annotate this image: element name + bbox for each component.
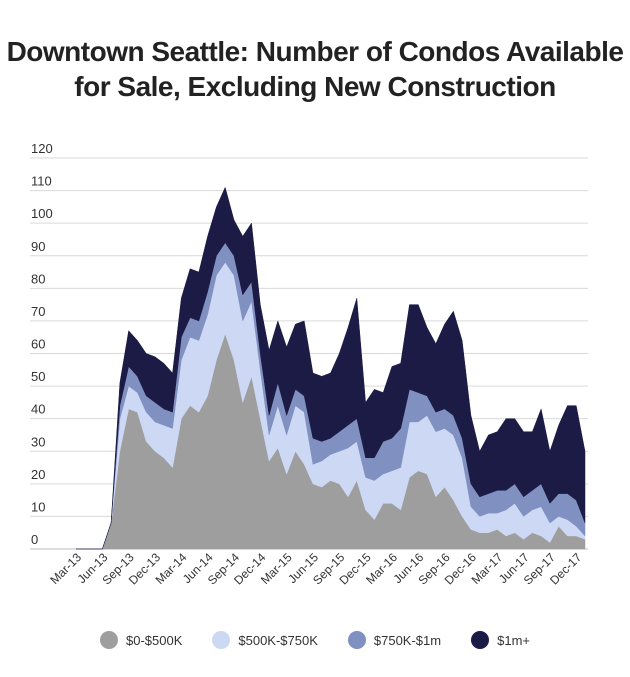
- stacked-area-chart: 0 10 20 30 40 50 60 70 80 90 100 110 120 Mar-13Jun-13…: [30, 141, 588, 587]
- y-tick-label-90: 90: [31, 239, 45, 254]
- legend-swatch-1m: [471, 631, 490, 649]
- x-axis-tick-labels: Mar-13Jun-13Sep-13Dec-13Mar-14Jun-14Sep-…: [47, 550, 584, 587]
- legend-item-0-500k: $0-$500K: [99, 631, 183, 649]
- chart-title-line-2: for Sale, Excluding New Construction: [74, 71, 556, 102]
- chart-title-line-1: Downtown Seattle: Number of Condos Avail…: [6, 36, 624, 67]
- y-tick-label-100: 100: [31, 206, 53, 221]
- y-tick-label-30: 30: [31, 434, 45, 449]
- y-tick-label-60: 60: [31, 337, 45, 352]
- legend-label-500k-750k: $500K-$750K: [238, 632, 318, 648]
- y-tick-label-70: 70: [31, 304, 45, 319]
- area-series-1m: [76, 186, 586, 550]
- legend-item-500k-750k: $500K-$750K: [212, 631, 318, 649]
- y-tick-label-10: 10: [31, 499, 45, 514]
- y-tick-label-20: 20: [31, 467, 45, 482]
- y-tick-label-120: 120: [31, 141, 53, 156]
- legend-swatch-500k-750k: [212, 631, 231, 649]
- chart-legend: $0-$500K $500K-$750K $750K-$1m $1m+: [0, 628, 630, 652]
- y-tick-label-0: 0: [31, 532, 38, 547]
- y-tick-label-40: 40: [31, 402, 45, 417]
- legend-swatch-750k-1m: [347, 631, 366, 649]
- legend-label-0-500k: $0-$500K: [125, 632, 183, 648]
- legend-label-750k-1m: $750K-$1m: [373, 632, 442, 648]
- area-series-group: [76, 186, 586, 550]
- legend-item-1m: $1m+: [471, 631, 530, 649]
- legend-item-750k-1m: $750K-$1m: [347, 631, 442, 649]
- y-tick-label-50: 50: [31, 369, 45, 384]
- legend-swatch-0-500k: [99, 631, 118, 649]
- y-tick-label-110: 110: [31, 174, 52, 189]
- y-tick-label-80: 80: [31, 271, 45, 286]
- legend-label-1m: $1m+: [497, 632, 530, 648]
- y-axis-tick-labels: 0 10 20 30 40 50 60 70 80 90 100 110 120: [31, 141, 53, 547]
- chart-title: Downtown Seattle: Number of Condos Avail…: [0, 34, 630, 104]
